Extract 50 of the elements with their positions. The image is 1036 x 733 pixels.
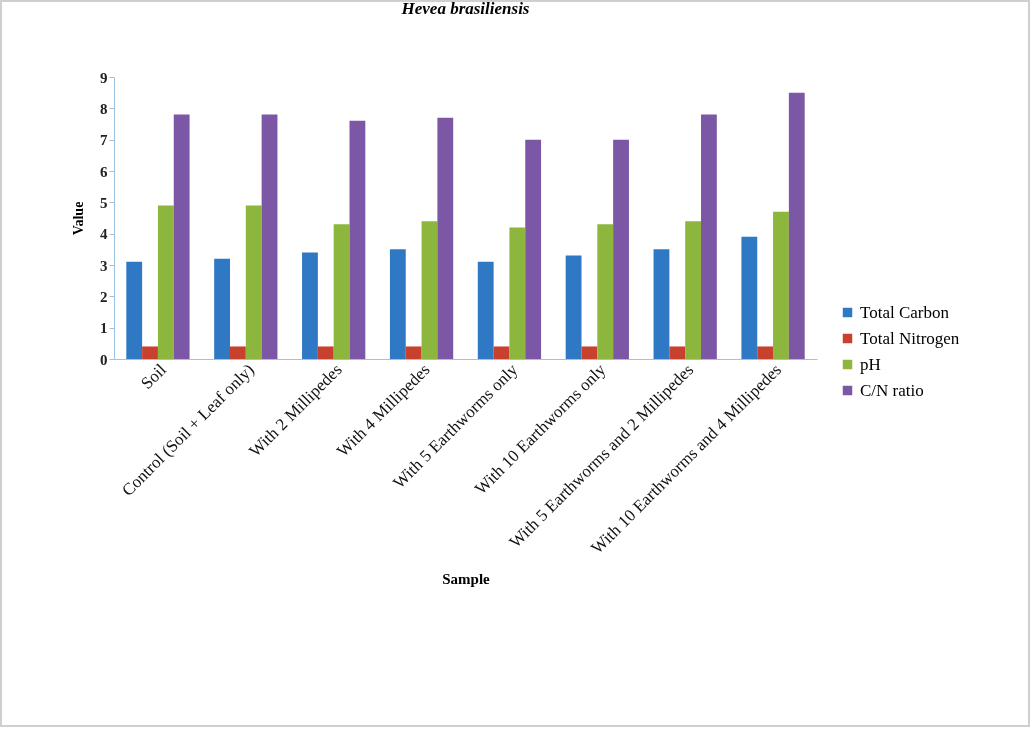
bar (509, 227, 526, 359)
bar (142, 346, 158, 359)
bar (669, 346, 686, 359)
bar (613, 139, 629, 359)
bar (405, 346, 422, 359)
x-axis-title: Sample (442, 570, 491, 587)
bar (302, 252, 318, 359)
y-tick-label: 1 (100, 320, 108, 337)
legend-label: Total Carbon (860, 302, 950, 322)
bar (230, 346, 246, 359)
y-axis-title: Value (71, 201, 86, 236)
legend-label: pH (860, 354, 881, 374)
y-tick-label: 9 (100, 69, 108, 86)
x-tick-label: Soil (137, 359, 171, 393)
bar (157, 205, 174, 359)
bar (581, 346, 598, 359)
y-tick-label: 6 (100, 163, 108, 180)
bar (261, 114, 278, 359)
bar (317, 346, 334, 359)
bar (565, 255, 582, 359)
y-tick-label: 4 (100, 226, 108, 243)
bar (477, 261, 494, 359)
bar (349, 120, 366, 359)
bar (525, 139, 542, 359)
legend-label: C/N ratio (860, 380, 924, 400)
bar (773, 211, 789, 359)
y-tick-label: 3 (100, 257, 108, 274)
y-tick-label: 8 (100, 100, 108, 117)
chart-title: Hevea brasiliensis (400, 0, 530, 18)
bar (653, 249, 670, 359)
bar (126, 261, 143, 359)
bar (685, 221, 702, 359)
bar (788, 92, 805, 359)
y-tick-label: 5 (100, 194, 108, 211)
bar (493, 346, 510, 359)
bar (741, 236, 758, 359)
bar (421, 221, 438, 359)
bar (389, 249, 406, 359)
y-tick-label: 0 (100, 351, 108, 368)
bar (757, 346, 774, 359)
bar (701, 114, 717, 359)
y-tick-label: 7 (100, 132, 108, 149)
bar (437, 117, 454, 359)
bar (214, 258, 230, 359)
legend-label: Total Nitrogen (860, 328, 960, 348)
bar (597, 224, 614, 359)
bar (333, 224, 350, 359)
bar (245, 205, 262, 359)
bar (173, 114, 190, 359)
y-tick-label: 2 (100, 288, 108, 305)
